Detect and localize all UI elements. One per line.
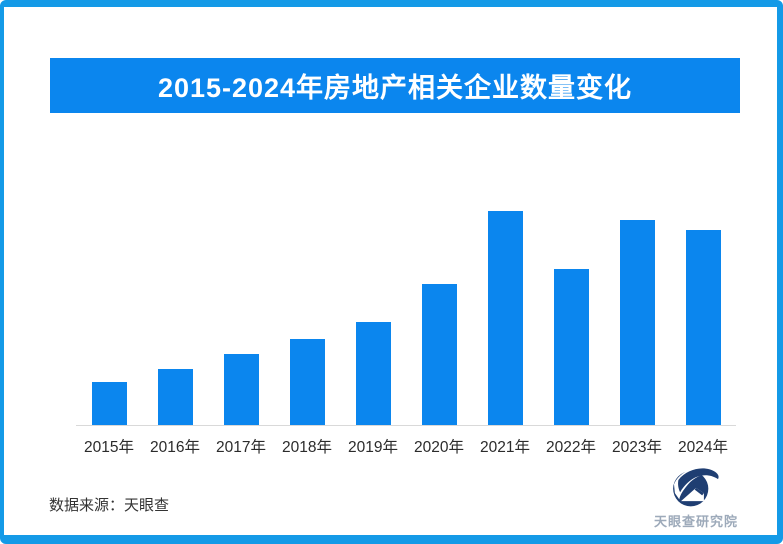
bar-slot <box>274 210 340 425</box>
bar-slot <box>538 210 604 425</box>
bar-slot <box>208 210 274 425</box>
x-tick-2018: 2018年 <box>282 439 332 456</box>
bar-2016 <box>157 369 193 425</box>
data-source-note: 数据来源：天眼查 <box>49 497 170 514</box>
x-tick-2021: 2021年 <box>480 439 530 456</box>
x-axis-labels: 2015年 2016年 2017年 2018年 2019年 2020年 2021年 2022年… <box>76 435 736 457</box>
bar-slot <box>406 210 472 425</box>
tianyancha-logo-text: 天眼查研究院 <box>653 514 738 529</box>
x-tick-2015: 2015年 <box>84 439 134 456</box>
bar-plot-area <box>76 210 736 426</box>
bar-slot <box>142 210 208 425</box>
title-banner: 2015-2024年房地产相关企业数量变化 <box>50 58 740 113</box>
bar-slot <box>604 210 670 425</box>
bar-slot <box>340 210 406 425</box>
bar-2015 <box>91 382 127 425</box>
x-tick-2020: 2020年 <box>414 439 464 456</box>
x-tick-2019: 2019年 <box>348 439 398 456</box>
x-tick-2023: 2023年 <box>612 439 662 456</box>
x-tick-2022: 2022年 <box>546 439 596 456</box>
bar-slot <box>472 210 538 425</box>
bar-2023 <box>619 220 655 425</box>
x-tick-2016: 2016年 <box>150 439 200 456</box>
bar-2020 <box>421 284 457 425</box>
bar-slot <box>670 210 736 425</box>
chart-title: 2015-2024年房地产相关企业数量变化 <box>157 73 633 103</box>
bar-2022 <box>553 269 589 425</box>
bar-2017 <box>223 354 259 425</box>
x-tick-2024: 2024年 <box>678 439 728 456</box>
bar-2018 <box>289 339 325 425</box>
x-tick-2017: 2017年 <box>216 439 266 456</box>
bar-slot <box>76 210 142 425</box>
tianyancha-watermark: 天眼查研究院 <box>644 465 748 530</box>
bar-2019 <box>355 322 391 425</box>
bar-2021 <box>487 211 523 425</box>
bar-2024 <box>685 230 721 425</box>
tianyancha-logo-icon <box>673 468 719 507</box>
